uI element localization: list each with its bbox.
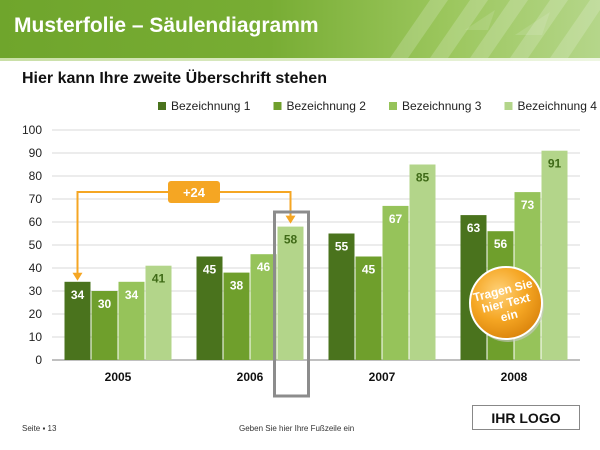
bar [409,164,436,360]
y-tick-label: 30 [29,284,43,298]
bar [277,226,304,360]
page-number: Seite ▪ 13 [22,424,57,433]
logo-placeholder: IHR LOGO [472,405,580,430]
legend-label: Bezeichnung 2 [287,99,367,113]
bar [541,150,568,360]
bar [223,272,250,360]
arrow-head [72,272,83,281]
x-tick-label: 2005 [105,370,132,384]
header-arrow-decoration [390,0,600,58]
bar [250,254,277,360]
data-label: 91 [548,157,562,171]
bar [355,256,382,360]
y-tick-label: 70 [29,192,43,206]
data-label: 34 [125,288,139,302]
y-tick-label: 10 [29,330,43,344]
y-tick-label: 80 [29,169,43,183]
y-tick-label: 100 [22,123,42,137]
data-label: 63 [467,221,481,235]
y-tick-label: 40 [29,261,43,275]
bar [196,256,223,360]
footer-text: Geben Sie hier Ihre Fußzeile ein [239,424,355,433]
y-tick-label: 90 [29,146,43,160]
arrow-head [285,215,296,224]
badge-text-line: ein [499,307,519,325]
x-tick-label: 2007 [369,370,396,384]
data-label: 30 [98,297,112,311]
legend-swatch [504,102,513,110]
bar [145,265,172,360]
data-label: 55 [335,240,349,254]
bar [328,233,355,360]
y-tick-label: 50 [29,238,43,252]
x-tick-label: 2008 [501,370,528,384]
bar [64,281,91,360]
data-label: 45 [362,263,376,277]
bar [91,291,118,360]
data-label: 46 [257,260,271,274]
data-label: 41 [152,272,166,286]
data-label: 45 [203,263,217,277]
highlight-box [273,210,310,398]
y-tick-label: 20 [29,307,43,321]
y-tick-label: 60 [29,215,43,229]
slide-title: Musterfolie – Säulendiagramm [14,14,319,37]
header-underline [0,58,600,61]
difference-label-box [168,181,220,203]
legend-swatch [389,102,397,110]
legend-swatch [158,102,166,110]
data-label: 58 [284,233,298,247]
data-label: 85 [416,171,430,185]
slide-header: Musterfolie – Säulendiagramm [0,0,600,58]
bar [118,281,145,360]
difference-label: +24 [183,185,206,200]
legend-label: Bezeichnung 3 [402,99,482,113]
legend-swatch [273,102,282,110]
badge [469,266,543,340]
bar [382,205,409,360]
data-label: 34 [71,288,85,302]
data-label: 67 [389,212,403,226]
data-label: 56 [494,237,508,251]
y-tick-label: 0 [35,353,42,367]
slide-subtitle: Hier kann Ihre zweite Überschrift stehen [22,70,327,87]
legend-label: Bezeichnung 1 [171,99,251,113]
data-label: 73 [521,198,535,212]
legend-label: Bezeichnung 4 [518,99,598,113]
data-label: 38 [230,279,244,293]
x-tick-label: 2006 [237,370,264,384]
